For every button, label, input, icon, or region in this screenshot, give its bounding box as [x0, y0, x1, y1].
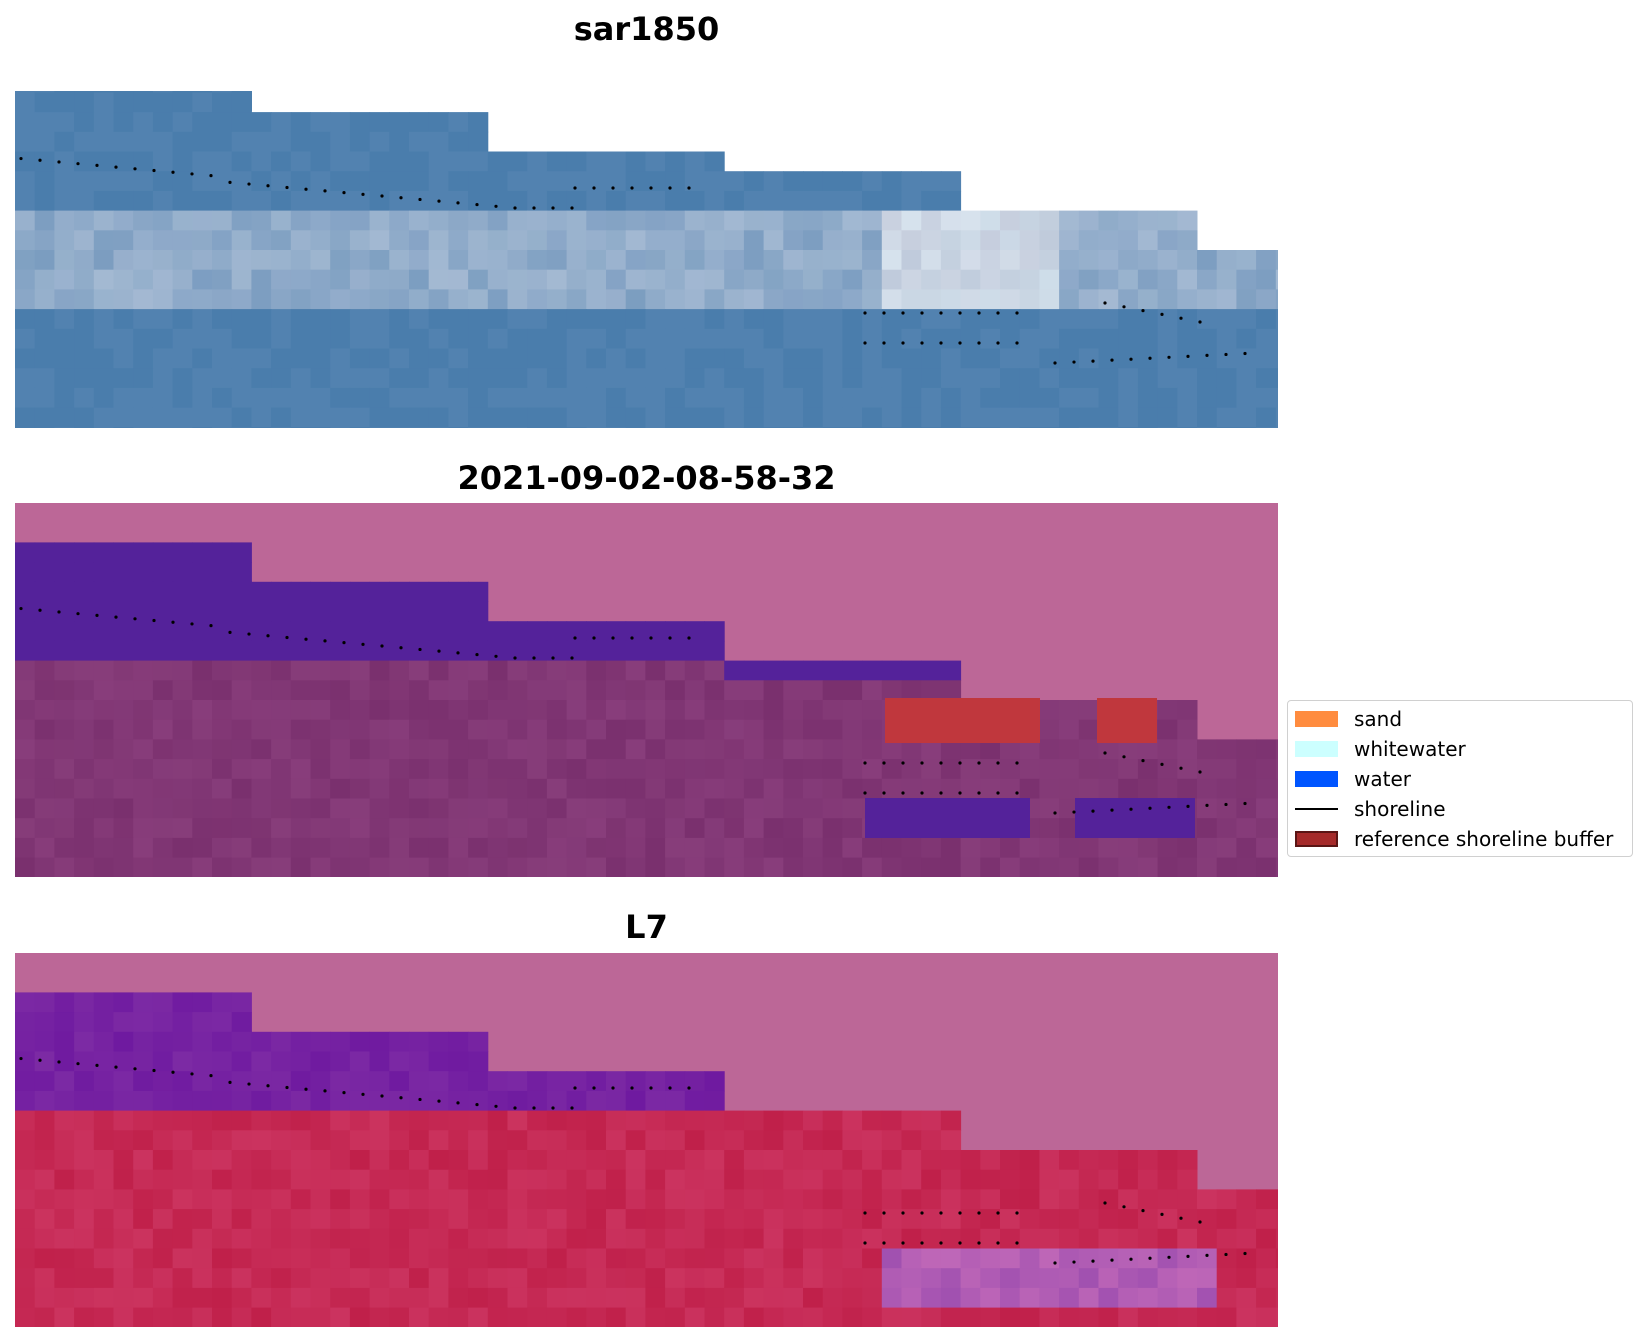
legend-item-sand: sand — [1295, 704, 1402, 734]
panel-title-1: sar1850 — [573, 10, 720, 48]
image-panel-rgb — [15, 91, 1278, 428]
legend-label: sand — [1354, 707, 1403, 731]
whitewater-swatch — [1295, 741, 1338, 757]
legend: sand whitewater water shoreline referenc… — [1287, 700, 1633, 857]
buffer-patch — [1097, 698, 1157, 743]
legend-item-water: water — [1295, 764, 1411, 794]
legend-label: shoreline — [1354, 797, 1446, 821]
index-image — [15, 953, 1278, 1327]
water-swatch — [1295, 771, 1338, 787]
water-patch — [865, 798, 1030, 838]
classified-image — [15, 503, 1278, 877]
shoreline-dots — [19, 606, 1247, 815]
buffer-swatch — [1295, 831, 1338, 847]
water-patch — [1075, 798, 1195, 838]
panel-title-2: 2021-09-02-08-58-32 — [457, 459, 836, 497]
legend-label: reference shoreline buffer — [1354, 827, 1614, 851]
legend-item-whitewater: whitewater — [1295, 734, 1466, 764]
shoreline-dots — [19, 156, 1247, 365]
shoreline-dots — [19, 1056, 1247, 1265]
rgb-image — [15, 91, 1278, 428]
sand-swatch — [1295, 711, 1338, 727]
panel-title-3: L7 — [625, 908, 668, 946]
image-panel-classified — [15, 503, 1278, 877]
legend-item-reference-buffer: reference shoreline buffer — [1295, 824, 1613, 854]
shoreline-line-swatch — [1295, 801, 1338, 817]
buffer-patch — [885, 698, 1040, 743]
legend-label: water — [1354, 767, 1411, 791]
legend-label: whitewater — [1354, 737, 1466, 761]
image-panel-index — [15, 953, 1278, 1327]
legend-item-shoreline: shoreline — [1295, 794, 1446, 824]
